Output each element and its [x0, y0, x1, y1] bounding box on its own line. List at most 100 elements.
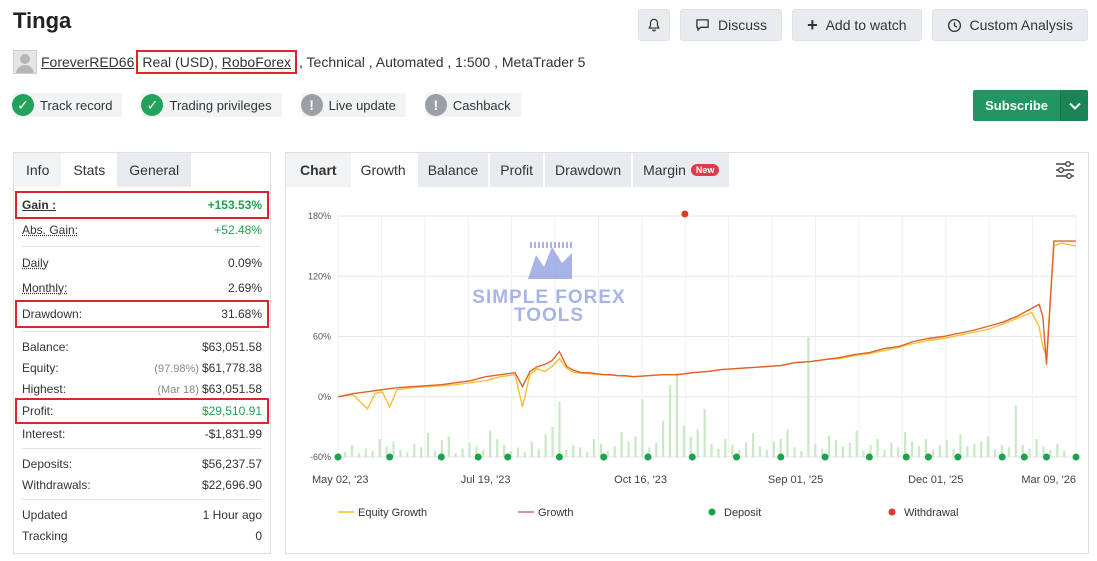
volume-bar	[537, 448, 540, 457]
growth-chart: SIMPLE FOREX TOOLS 180% 120% 60% 0% -60% May …	[308, 210, 1080, 519]
y-tick-label: 180%	[308, 211, 331, 221]
volume-bar	[468, 442, 471, 457]
exclamation-icon: !	[424, 94, 447, 116]
volume-bar	[800, 451, 803, 457]
subscribe-dropdown[interactable]	[1060, 90, 1088, 121]
volume-bar	[904, 431, 907, 457]
badge-trading-privileges: ✓ Trading privileges	[141, 93, 282, 117]
stats-list: Gain : +153.53% Abs. Gain: +52.48% Daily…	[14, 191, 270, 546]
chart-markers	[334, 210, 1080, 461]
y-tick-label: 120%	[308, 271, 331, 281]
stat-label[interactable]: Daily	[22, 256, 49, 270]
x-tick-label: Mar 09, '26	[1021, 474, 1076, 486]
volume-bar	[814, 443, 817, 457]
volume-bar	[558, 401, 561, 457]
withdrawal-marker	[681, 210, 689, 218]
volume-bar	[433, 451, 437, 457]
badge-label: Live update	[328, 97, 396, 113]
discuss-label: Discuss	[718, 17, 768, 33]
bell-icon	[648, 18, 660, 32]
tab-stats[interactable]: Stats	[61, 153, 118, 187]
notify-button[interactable]	[638, 9, 671, 41]
stat-label: Deposits:	[22, 456, 73, 471]
tab-profit[interactable]: Profit	[490, 153, 543, 187]
volume-bar	[786, 429, 789, 457]
volume-bar	[1028, 448, 1031, 457]
chart-axes: 180% 120% 60% 0% -60% May 02, '23 Jul 19, '23 O…	[308, 211, 1076, 486]
custom-analysis-label: Custom Analysis	[969, 17, 1073, 33]
stat-updated: Updated 1 Hour ago	[22, 504, 262, 525]
stat-deposits: Deposits: $56,237.57	[22, 453, 262, 474]
stat-highest: Highest: (Mar 18) $63,051.58	[22, 378, 262, 399]
volume-bar	[378, 439, 381, 457]
volume-bar	[938, 445, 941, 457]
volume-bar	[454, 453, 457, 457]
avatar[interactable]	[13, 50, 37, 74]
tab-general[interactable]: General	[117, 153, 192, 187]
volume-bar	[1035, 439, 1038, 457]
stat-label: Equity:	[22, 360, 59, 375]
page-title: Tinga	[13, 8, 72, 33]
stat-value: 1 Hour ago	[202, 507, 262, 522]
stat-value: 2.69%	[227, 281, 262, 295]
tab-growth[interactable]: Growth	[350, 153, 416, 187]
custom-analysis-button[interactable]: Custom Analysis	[931, 9, 1088, 41]
volume-bar	[980, 441, 983, 457]
volume-bar	[420, 447, 423, 457]
tab-margin[interactable]: Margin New	[633, 153, 730, 187]
sliders-icon[interactable]	[1054, 160, 1076, 180]
stat-value: $61,778.38	[201, 360, 262, 375]
stat-profit: Profit: $29,510.91	[15, 398, 269, 424]
stat-prefix: (97.98%)	[154, 362, 199, 375]
add-to-watch-button[interactable]: + Add to watch	[792, 9, 922, 41]
stat-label[interactable]: Monthly:	[22, 281, 68, 295]
volume-bar	[772, 441, 775, 457]
chart-tabs: Chart Growth Balance Profit Drawdown Mar…	[286, 153, 1088, 187]
volume-bar	[924, 439, 927, 457]
stat-label: Balance:	[22, 339, 69, 354]
volume-bar	[461, 448, 464, 457]
volume-bar	[350, 445, 354, 457]
stat-value: -$1,831.99	[204, 426, 262, 441]
stat-value: $22,696.90	[201, 477, 262, 492]
volume-bar	[675, 373, 679, 457]
stats-panel: Info Stats General Gain : +153.53% Abs. …	[13, 152, 271, 554]
deposit-marker	[777, 453, 785, 461]
stat-label: Highest:	[22, 381, 67, 396]
tab-info[interactable]: Info	[14, 153, 62, 187]
new-badge: New	[690, 164, 720, 176]
badge-cashback: ! Cashback	[424, 93, 521, 117]
tab-balance[interactable]: Balance	[417, 153, 489, 187]
account-type-highlight: Real (USD), RoboForex	[136, 50, 297, 74]
verification-badges: ✓ Track record ✓ Trading privileges ! Li…	[12, 93, 521, 117]
check-icon: ✓	[141, 94, 164, 116]
subscribe-button[interactable]: Subscribe	[973, 90, 1060, 121]
tab-chart[interactable]: Chart	[286, 153, 351, 187]
volume-bar	[724, 439, 727, 457]
deposit-marker	[924, 453, 932, 461]
stat-equity: Equity: (97.98%) $61,778.38	[22, 357, 262, 378]
volume-bar	[509, 451, 513, 457]
volume-bar	[516, 447, 520, 457]
tab-drawdown[interactable]: Drawdown	[544, 153, 632, 187]
volume-bar	[565, 449, 568, 457]
stat-value: +52.48%	[214, 223, 262, 237]
volume-bar	[544, 434, 547, 457]
volume-bar	[779, 439, 782, 457]
broker-link[interactable]: RoboForex	[221, 54, 291, 70]
legend-swatch	[708, 508, 716, 516]
stat-label[interactable]: Abs. Gain:	[22, 223, 79, 237]
stat-abs-gain: Abs. Gain: +52.48%	[22, 218, 262, 242]
stat-label: Updated	[22, 507, 68, 522]
discuss-button[interactable]: Discuss	[680, 9, 783, 41]
stat-value: $56,237.57	[201, 456, 262, 471]
volume-bar	[987, 436, 990, 457]
add-to-watch-label: Add to watch	[825, 17, 907, 33]
volume-bar	[717, 448, 720, 457]
username-link[interactable]: ForeverRED66	[41, 54, 135, 70]
volume-bar	[496, 439, 499, 457]
stat-withdrawals: Withdrawals: $22,696.90	[22, 474, 262, 495]
stat-label[interactable]: Gain :	[22, 198, 57, 212]
volume-bar	[758, 446, 762, 457]
watermark-line1: SIMPLE FOREX	[472, 287, 625, 308]
